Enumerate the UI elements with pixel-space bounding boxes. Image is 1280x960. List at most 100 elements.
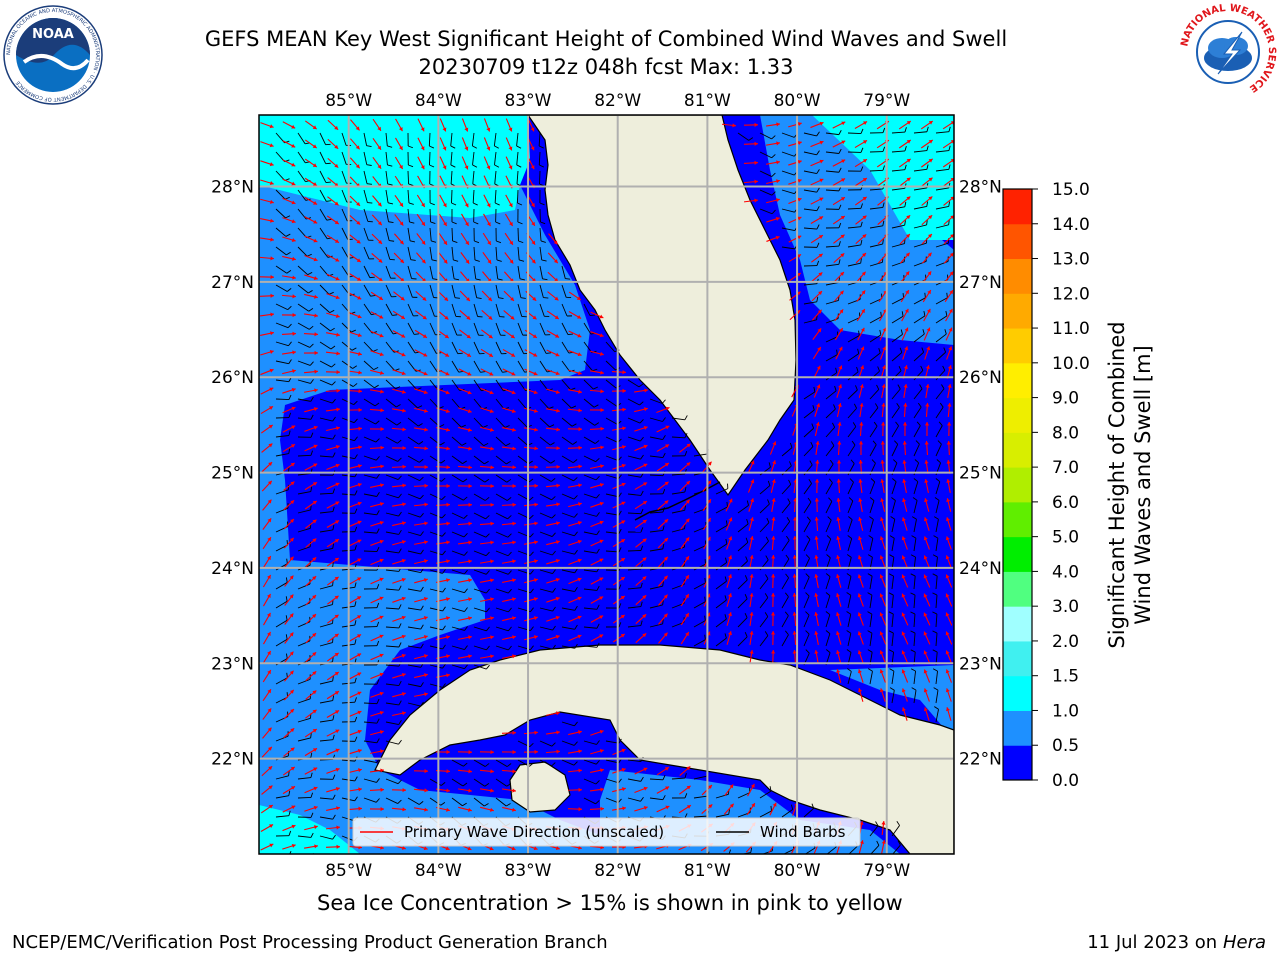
wind-barb-flag <box>329 309 335 314</box>
wind-barb-flag <box>516 164 522 168</box>
wave-arrow-head <box>399 240 404 245</box>
wind-barb <box>385 322 394 335</box>
wind-barb-flag <box>816 206 820 211</box>
wave-arrow-head <box>663 575 668 580</box>
wave-arrow-head <box>622 806 626 811</box>
wind-barb-flag <box>768 462 771 468</box>
wave-arrow-head <box>945 555 950 560</box>
wind-barb <box>891 519 896 533</box>
wind-barb-flag <box>507 533 512 538</box>
wave-arrow-head <box>421 202 425 207</box>
wind-barb <box>319 547 333 552</box>
wind-barb-flag <box>767 499 770 505</box>
wind-barb <box>869 825 879 837</box>
wind-barb <box>847 614 852 628</box>
wind-barb-flag <box>366 164 372 166</box>
wave-arrow-head <box>424 692 428 697</box>
wind-barb <box>715 637 727 647</box>
wind-barb <box>429 531 443 537</box>
wave-arrow-head <box>269 843 274 848</box>
wave-arrow-head <box>357 634 362 638</box>
wave-arrow-head <box>857 593 862 598</box>
wave-arrow-head <box>924 479 929 483</box>
colorbar-segment <box>1003 710 1032 746</box>
wind-barb <box>276 855 289 856</box>
wind-barb-flag <box>310 752 313 758</box>
lat-tick-label: 23°N <box>959 654 1002 674</box>
wind-barb-flag <box>430 221 436 225</box>
wind-barb-flag <box>805 611 810 616</box>
wind-barb <box>407 398 418 409</box>
colorbar-tick-label: 6.0 <box>1052 493 1079 513</box>
wave-arrow-head <box>421 259 426 264</box>
wind-barb <box>891 333 903 343</box>
wave-arrow-head <box>420 146 425 151</box>
wave-arrow-head <box>950 159 954 163</box>
wind-barb <box>407 645 421 649</box>
wind-barb <box>341 151 347 165</box>
wave-arrow-head <box>815 441 820 445</box>
wave-arrow-head <box>468 578 472 583</box>
wind-barb <box>935 187 949 191</box>
wave-arrow-head <box>512 597 516 602</box>
wind-barb <box>715 506 728 514</box>
wind-barb <box>450 170 453 185</box>
wind-barb-flag <box>595 475 600 481</box>
wind-barb <box>847 353 859 362</box>
wave-arrow-head <box>291 200 296 205</box>
wind-barb <box>451 303 457 317</box>
wind-barb <box>913 351 924 362</box>
lon-tick-label: 83°W <box>505 91 552 111</box>
wind-barb <box>935 351 946 362</box>
wind-barb-flag <box>967 329 968 334</box>
wave-arrow-head <box>836 631 840 636</box>
wave-arrow-head <box>950 215 954 220</box>
wave-arrow-head <box>442 165 447 170</box>
wave-arrow-head <box>841 159 846 164</box>
wind-barb-flag <box>971 127 972 132</box>
wave-arrow-head <box>380 806 384 812</box>
wind-barb <box>429 360 438 373</box>
wave-arrow-head <box>555 596 560 601</box>
wave-arrow-head <box>355 145 360 150</box>
wind-barb <box>913 168 927 172</box>
wind-barb-flag <box>354 697 357 703</box>
wind-barb <box>605 436 618 443</box>
wind-barb <box>561 531 575 537</box>
wind-barb-flag <box>408 145 414 149</box>
wind-barb-flag <box>594 422 600 426</box>
wave-arrow-head <box>882 327 887 332</box>
wave-arrow-head <box>357 710 362 715</box>
wave-arrow-head <box>882 308 887 313</box>
wave-arrow-head <box>927 271 932 276</box>
wind-barb <box>913 370 924 381</box>
wind-barb <box>495 493 508 501</box>
lon-tick-label: 81°W <box>684 861 731 881</box>
wave-arrow-head <box>928 121 933 125</box>
wave-arrow-head <box>858 479 863 483</box>
wind-barb <box>385 455 399 462</box>
wave-arrow-head <box>819 159 824 164</box>
wind-barb-flag <box>805 592 810 597</box>
wave-arrow-head <box>446 788 450 793</box>
wind-barb <box>385 778 399 785</box>
wind-barb-flag <box>486 607 490 613</box>
wave-arrow-head <box>512 559 516 564</box>
wind-barb-flag <box>640 796 644 802</box>
wave-arrow-head <box>357 333 362 338</box>
wind-barb <box>958 334 968 342</box>
wind-barb-flag <box>408 202 414 205</box>
wind-barb-flag <box>745 537 749 543</box>
wave-arrow-head <box>267 631 271 636</box>
wind-barb <box>958 633 959 646</box>
colorbar-tick-label: 7.0 <box>1052 458 1079 478</box>
wind-barb <box>561 303 568 317</box>
wind-barb-flag <box>310 414 314 420</box>
colorbar-segment <box>1003 293 1032 329</box>
wind-barb-flag <box>791 804 794 810</box>
wave-arrow-head <box>512 788 516 793</box>
wave-arrow-head <box>880 517 884 522</box>
wind-barb-flag <box>330 345 336 350</box>
wind-barb <box>275 246 287 256</box>
wind-barb-flag <box>506 460 511 465</box>
